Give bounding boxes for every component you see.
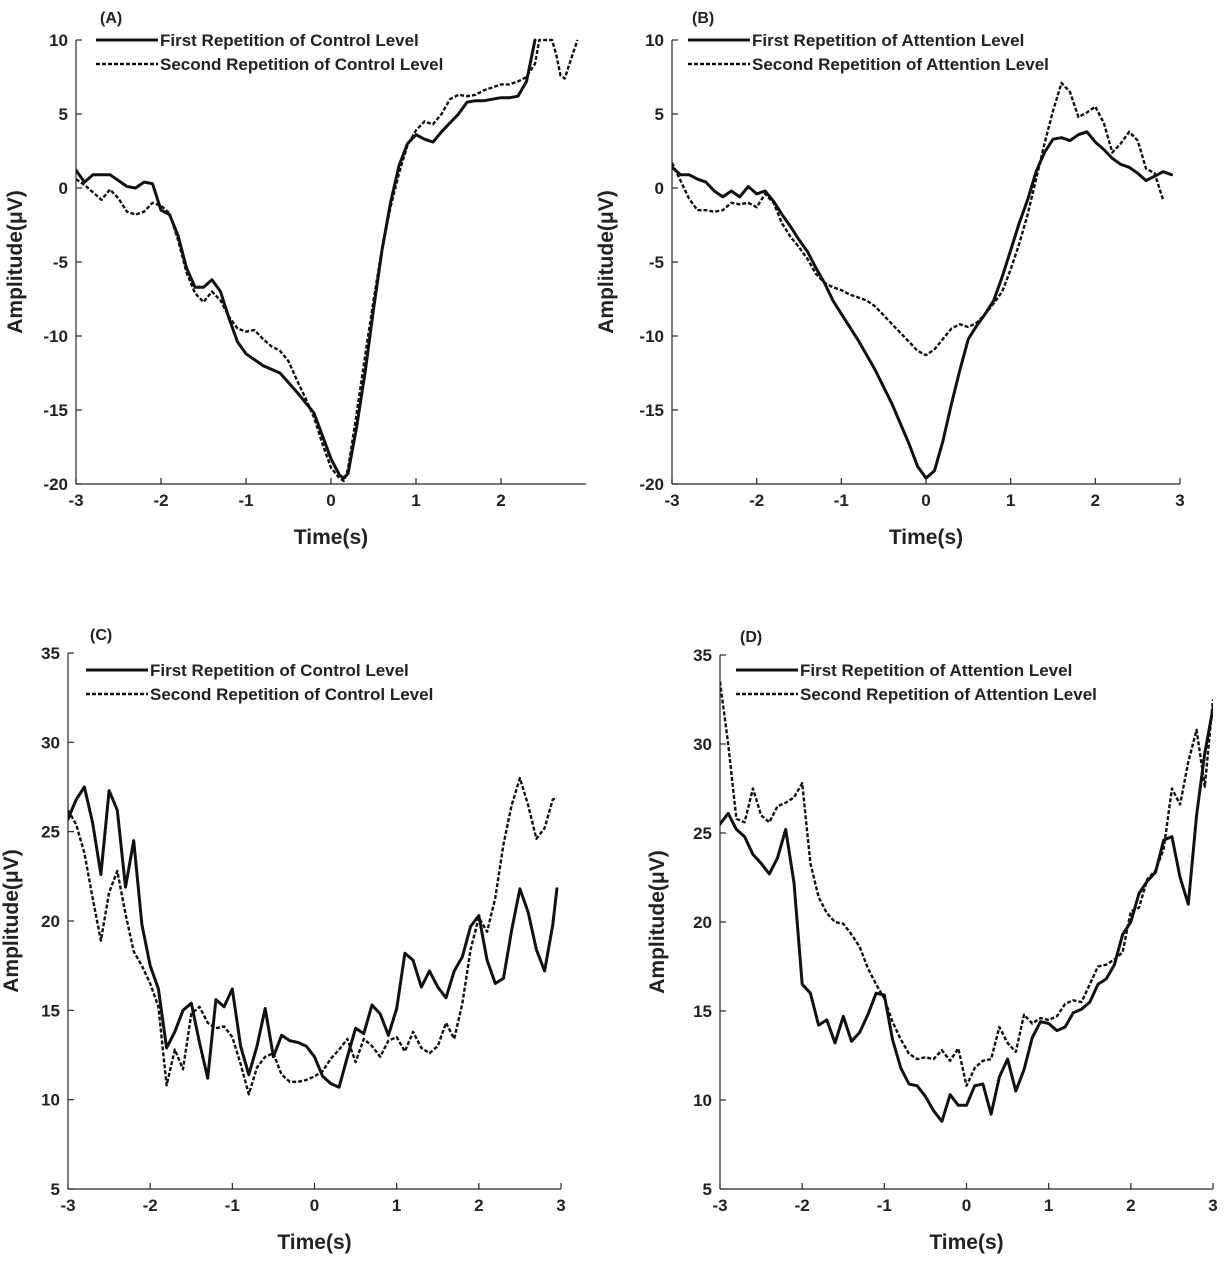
y-tick-label: 5	[703, 1180, 712, 1199]
x-tick-label: 1	[411, 491, 420, 510]
x-tick-label: -2	[153, 491, 168, 510]
y-tick-label: -5	[649, 253, 664, 272]
x-tick-label: 0	[326, 491, 335, 510]
legend-entry-label: First Repetition of Attention Level	[752, 31, 1024, 50]
y-tick-label: 20	[41, 912, 60, 931]
chart-panel: -3 -2 -1 0 1 2 31050-5-10-15-20Time(s)Amplitud…	[595, 10, 1185, 549]
y-tick-label: 0	[655, 179, 664, 198]
series-line-first	[76, 38, 537, 480]
chart-panel: -3 -2 -1 0 1 2 3 35 30 25 20 15 10 5 Time(s) Amplitude(…	[646, 629, 1218, 1254]
y-tick-label: -15	[43, 401, 68, 420]
x-tick-label: 2	[1126, 1196, 1135, 1215]
legend: First Repetition of Attention Level Secon…	[688, 31, 1049, 74]
y-tick-label: 5	[51, 1180, 60, 1199]
x-tick-label: 2	[496, 491, 505, 510]
legend: First Repetition of Control Level Second …	[86, 661, 433, 704]
y-axis-label: Amplitude(μV)	[646, 850, 669, 994]
x-tick-label: -1	[834, 491, 849, 510]
y-tick-label: -10	[43, 327, 68, 346]
x-tick-label: 3	[556, 1196, 565, 1215]
x-tick-label: 2	[1091, 491, 1100, 510]
panel-label: (B)	[692, 10, 714, 27]
y-tick-label: -15	[639, 401, 664, 420]
legend-entry-label: Second Repetition of Control Level	[150, 685, 433, 704]
x-tick-label: -3	[664, 491, 679, 510]
x-axis-label: Time(s)	[889, 526, 963, 549]
x-tick-label: 3	[1208, 1196, 1217, 1215]
x-axis-label: Time(s)	[929, 1231, 1003, 1254]
y-tick-label: 25	[693, 824, 712, 843]
legend-entry-label: First Repetition of Control Level	[160, 31, 419, 50]
y-tick-label: 10	[693, 1091, 712, 1110]
x-tick-label: 2	[474, 1196, 483, 1215]
y-tick-label: -20	[639, 475, 664, 494]
y-axis-label: Amplitude(μV)	[595, 190, 618, 334]
legend-entry-label: First Repetition of Attention Level	[800, 661, 1072, 680]
x-tick-label: 1	[1044, 1196, 1053, 1215]
series-line-first	[720, 706, 1213, 1123]
x-tick-label: -3	[68, 491, 83, 510]
y-axis-label: Amplitude(μV)	[0, 849, 23, 993]
y-axis-label: Amplitude(μV)	[4, 190, 27, 334]
x-tick-label: -1	[877, 1196, 892, 1215]
legend-entry-label: First Repetition of Control Level	[150, 661, 409, 680]
series-line-first	[68, 785, 559, 1089]
y-tick-label: 10	[49, 31, 68, 50]
y-tick-label: 15	[41, 1001, 60, 1020]
y-tick-label: 25	[41, 823, 60, 842]
y-tick-label: 20	[693, 913, 712, 932]
x-axis-label: Time(s)	[294, 526, 368, 549]
legend: First Repetition of Control Level Second …	[96, 31, 443, 74]
y-tick-label: -20	[43, 475, 68, 494]
legend-entry-label: Second Repetition of Attention Level	[800, 685, 1097, 704]
y-tick-label: 5	[655, 105, 664, 124]
y-tick-label: 35	[693, 646, 712, 665]
x-tick-label: -3	[60, 1196, 75, 1215]
panel-label: (D)	[740, 629, 762, 646]
series-line-second	[76, 38, 579, 483]
y-tick-label: 10	[41, 1091, 60, 1110]
x-tick-label: 0	[962, 1196, 971, 1215]
x-tick-label: 1	[392, 1196, 401, 1215]
y-tick-label: 0	[59, 179, 68, 198]
x-tick-label: -2	[749, 491, 764, 510]
chart-panel: -3 -2 -1 0 1 21050-5-10-15-20Time(s)Amplitude…	[4, 10, 586, 549]
series-line-second	[672, 81, 1165, 357]
series-line-first	[672, 130, 1173, 480]
y-tick-label: 30	[693, 735, 712, 754]
y-tick-label: -5	[53, 253, 68, 272]
panel-label: (A)	[100, 10, 122, 27]
x-tick-label: 3	[1175, 491, 1184, 510]
legend-entry-label: Second Repetition of Attention Level	[752, 55, 1049, 74]
legend-entry-label: Second Repetition of Control Level	[160, 55, 443, 74]
x-tick-label: -3	[712, 1196, 727, 1215]
legend: First Repetition of Attention Level Secon…	[736, 661, 1097, 704]
y-tick-label: 35	[41, 644, 60, 663]
x-tick-label: 0	[921, 491, 930, 510]
series-line-second	[68, 776, 558, 1096]
y-tick-label: 30	[41, 733, 60, 752]
chart-panel: -3 -2 -1 0 1 2 3 35 30 25 20 15 10 5 Time(s) Amplitude(…	[0, 627, 566, 1254]
y-tick-label: -10	[639, 327, 664, 346]
x-tick-label: -1	[225, 1196, 240, 1215]
y-tick-label: 5	[59, 105, 68, 124]
panel-label: (C)	[90, 627, 112, 644]
y-tick-label: 15	[693, 1002, 712, 1021]
x-axis-label: Time(s)	[277, 1231, 351, 1254]
x-tick-label: -1	[238, 491, 253, 510]
x-tick-label: -2	[143, 1196, 158, 1215]
series-line-second	[720, 681, 1213, 1087]
x-tick-label: 0	[310, 1196, 319, 1215]
x-tick-label: -2	[795, 1196, 810, 1215]
x-tick-label: 1	[1006, 491, 1015, 510]
y-tick-label: 10	[645, 31, 664, 50]
